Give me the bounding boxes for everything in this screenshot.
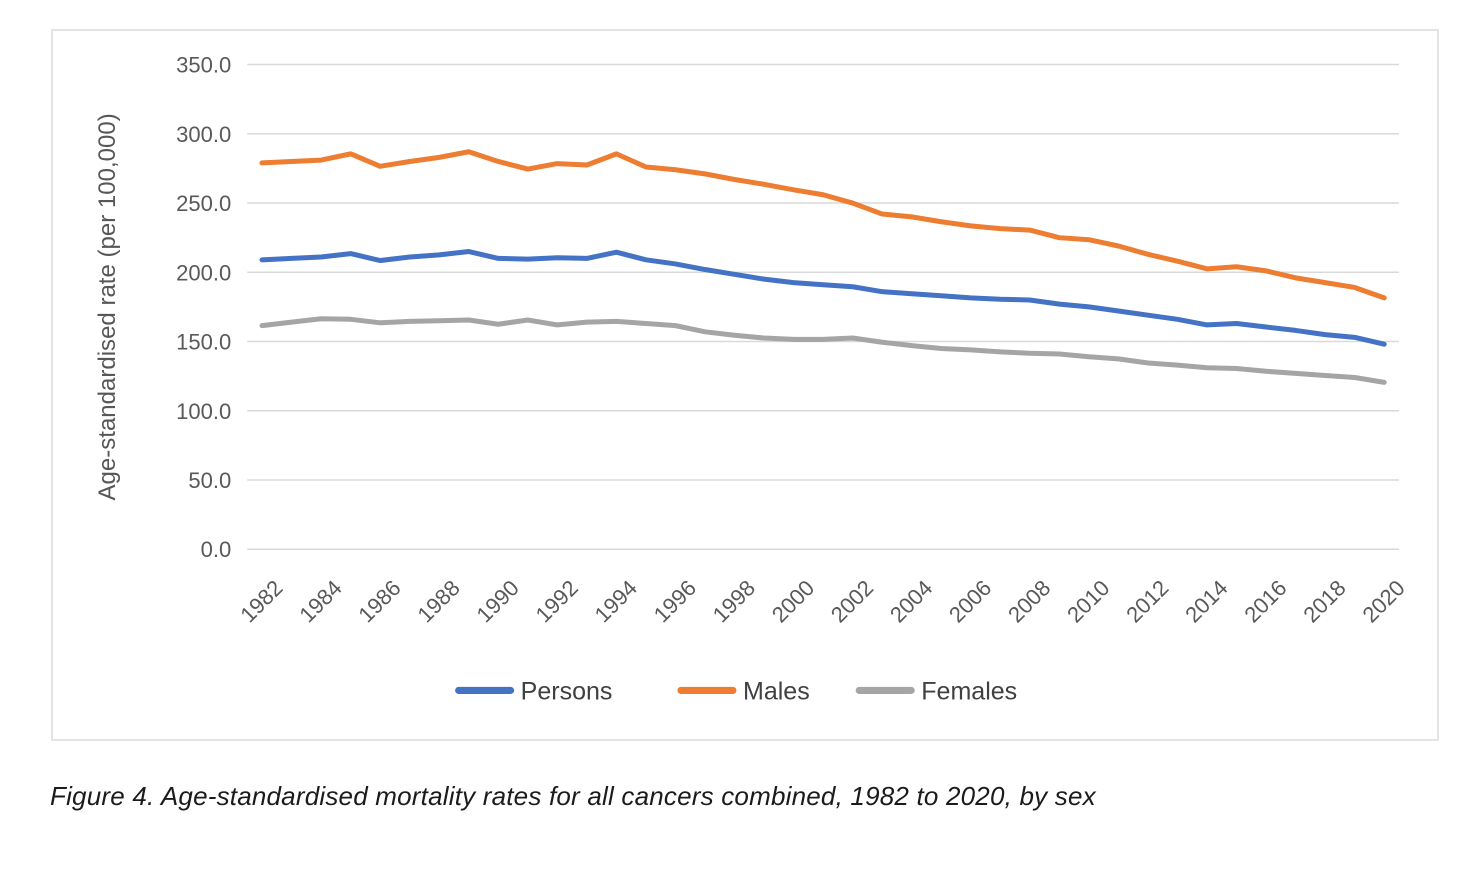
legend-label-females: Females <box>921 677 1017 705</box>
legend-item-males: Males <box>677 677 810 705</box>
x-tick-label: 2008 <box>1003 575 1055 627</box>
y-tick-label: 350.0 <box>176 53 231 78</box>
x-tick-label: 1994 <box>590 575 642 627</box>
x-tick-label: 1988 <box>412 575 464 627</box>
y-tick-label: 100.0 <box>176 399 231 424</box>
legend-item-persons: Persons <box>455 677 613 705</box>
x-tick-label: 2010 <box>1062 575 1114 627</box>
x-tick-label: 2014 <box>1180 575 1232 627</box>
figure-caption: Figure 4. Age-standardised mortality rat… <box>50 781 1096 811</box>
y-axis-tick-labels: 0.0 50.0 100.0 150.0 200.0 250.0 300.0 350.0 <box>176 53 231 563</box>
y-tick-label: 250.0 <box>176 191 231 216</box>
y-tick-label: 0.0 <box>201 537 232 562</box>
x-tick-label: 2016 <box>1239 575 1291 627</box>
x-tick-label: 2006 <box>944 575 996 627</box>
series-line-females <box>259 316 1387 385</box>
y-tick-label: 50.0 <box>188 468 231 493</box>
x-tick-label: 2012 <box>1121 575 1173 627</box>
x-tick-label: 1986 <box>353 575 405 627</box>
x-tick-label: 1996 <box>649 575 701 627</box>
x-tick-label: 2000 <box>767 575 819 627</box>
x-tick-label: 2004 <box>885 575 937 627</box>
x-tick-label: 1982 <box>235 575 287 627</box>
gridlines <box>247 63 1399 550</box>
series-line-males <box>259 149 1387 301</box>
x-tick-label: 2002 <box>826 575 878 627</box>
legend-label-persons: Persons <box>521 677 613 705</box>
legend: Persons Males Females <box>455 677 1017 705</box>
x-tick-label: 1984 <box>294 575 346 627</box>
legend-label-males: Males <box>743 677 810 705</box>
x-tick-label: 1992 <box>531 575 583 627</box>
legend-item-females: Females <box>855 677 1017 705</box>
x-axis-tick-labels: 1982 1984 1986 1988 1990 1992 1994 1996 1998 2000… <box>235 575 1409 627</box>
y-tick-label: 200.0 <box>176 260 231 285</box>
series-lines <box>259 149 1387 385</box>
y-tick-label: 300.0 <box>176 122 231 147</box>
chart-figure: 0.0 50.0 100.0 150.0 200.0 250.0 300.0 350.0 198… <box>51 29 1439 741</box>
series-line-persons <box>259 249 1387 347</box>
x-tick-label: 2020 <box>1357 575 1409 627</box>
x-tick-label: 2018 <box>1298 575 1350 627</box>
chart-canvas: 0.0 50.0 100.0 150.0 200.0 250.0 300.0 350.0 198… <box>94 53 1410 706</box>
x-tick-label: 1998 <box>708 575 760 627</box>
x-tick-label: 1990 <box>472 575 524 627</box>
y-axis-title: Age-standardised rate (per 100,000) <box>94 113 121 500</box>
y-tick-label: 150.0 <box>176 330 231 355</box>
